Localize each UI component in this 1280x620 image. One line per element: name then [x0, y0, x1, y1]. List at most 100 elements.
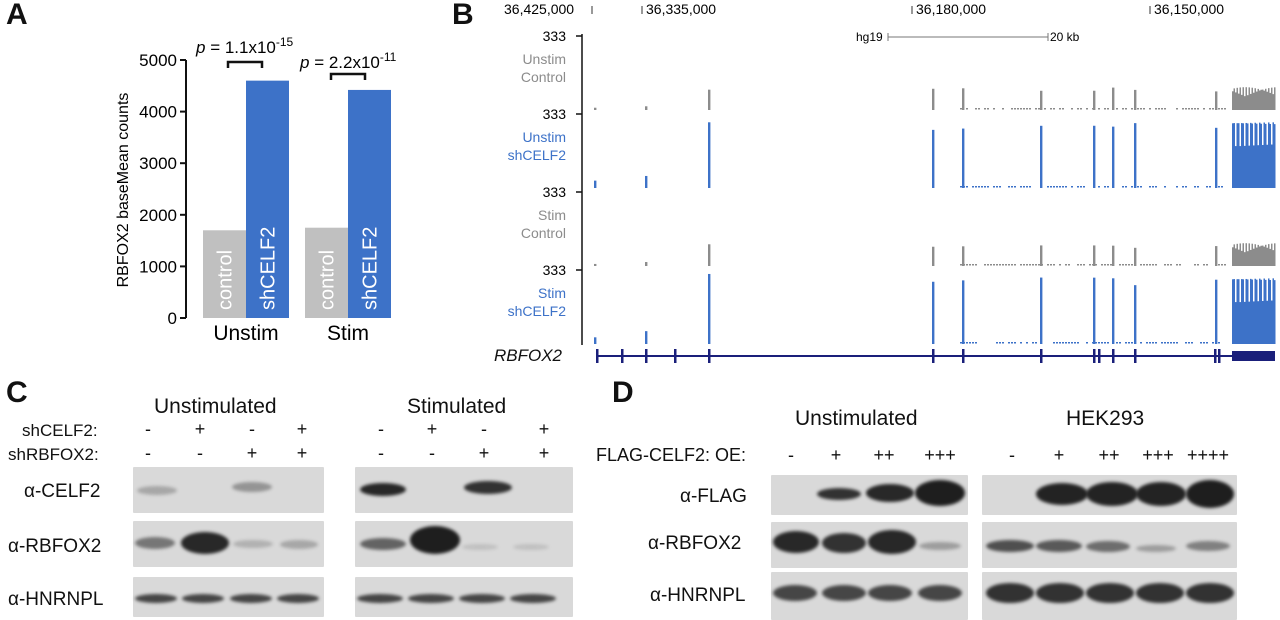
y-tick-label: 1000	[139, 257, 177, 276]
exon	[1040, 349, 1043, 363]
row-label-flag-celf2: FLAG-CELF2: OE:	[596, 445, 746, 466]
track-name-line2: shCELF2	[508, 303, 567, 319]
panel-c-letter: C	[6, 376, 28, 410]
coverage-peak	[594, 337, 596, 344]
track-name-line1: Unstim	[522, 51, 566, 67]
blot-label-celf2: α-CELF2	[24, 481, 100, 503]
blot-band	[233, 540, 273, 548]
lane-symbol: ++++	[1187, 445, 1227, 466]
exon	[1134, 349, 1137, 363]
coverage-peak	[1215, 91, 1217, 110]
coverage-peak	[1040, 126, 1042, 188]
blot-band	[135, 537, 175, 549]
coverage-peak	[962, 129, 964, 188]
blot-band	[510, 594, 556, 603]
lane-symbol: +	[816, 445, 856, 466]
lane-symbol: ++	[864, 445, 904, 466]
coverage-peak	[1093, 126, 1095, 188]
panel-b-letter: B	[452, 0, 474, 32]
blot-band	[232, 482, 272, 492]
blot-band	[1086, 482, 1138, 506]
exon	[1093, 349, 1096, 363]
coverage-peak	[932, 89, 934, 110]
pvalue-label-stim: p = 2.2x10-11	[299, 50, 397, 72]
coverage-peak	[645, 106, 647, 110]
coverage-peak	[962, 280, 964, 344]
scale-build: hg19	[856, 30, 883, 44]
coverage-peak	[594, 181, 596, 188]
exon	[1214, 349, 1217, 363]
coverage-peak	[594, 264, 596, 266]
blot-band	[513, 544, 549, 550]
bar-label: shCELF2	[360, 227, 382, 310]
lane-symbol: -	[472, 419, 496, 440]
blot-band	[1036, 583, 1084, 603]
coverage-peak	[1093, 278, 1095, 344]
coverage-peak	[1040, 91, 1042, 110]
blot-band	[773, 531, 819, 553]
coverage-peak	[1134, 90, 1136, 110]
group-unstimulated: Unstimulated	[154, 395, 277, 419]
y-axis-label: RBFOX2 baseMean counts	[115, 93, 132, 288]
coverage-peak	[932, 130, 934, 188]
blot-band	[868, 585, 912, 601]
y-tick-label: 4000	[139, 103, 177, 122]
track-max-label: 333	[543, 262, 567, 278]
coverage-peak	[1215, 246, 1217, 266]
coverage-peak	[1093, 245, 1095, 266]
coverage-peak	[708, 274, 710, 344]
coverage-peak	[932, 282, 934, 344]
blot-band	[915, 480, 965, 506]
y-tick-label: 5000	[139, 51, 177, 70]
panel-a-chart: 0 1000 2000 3000 4000 5000 control shCELF2 Unst…	[0, 0, 430, 360]
lane-symbol: +	[532, 419, 556, 440]
lane-symbol: +	[240, 443, 264, 464]
blot-band	[868, 530, 916, 554]
scale-length: 20 kb	[1050, 30, 1080, 44]
coverage-peak	[708, 244, 710, 266]
track-max-label: 333	[543, 184, 567, 200]
coverage-peak	[1040, 245, 1042, 266]
y-tick-label: 2000	[139, 206, 177, 225]
blot-band	[360, 483, 406, 496]
coverage-peak	[645, 331, 647, 344]
group-stimulated: Stimulated	[407, 395, 506, 419]
blot-band	[866, 484, 914, 502]
blot-band	[1136, 545, 1176, 552]
row-label-shcelf2: shCELF2:	[22, 421, 98, 441]
exon	[708, 349, 711, 363]
lane-symbol: ++	[1089, 445, 1129, 466]
blot-band	[410, 526, 460, 554]
coord-4: 36,150,000	[1154, 1, 1224, 17]
blot-band	[986, 540, 1034, 552]
coverage-peak	[1112, 127, 1114, 188]
exon	[932, 349, 935, 363]
lane-symbol: +	[472, 443, 496, 464]
coverage-peak	[1112, 278, 1114, 344]
lane-symbol: -	[420, 443, 444, 464]
blot-band	[986, 583, 1034, 603]
blot-band	[464, 481, 512, 494]
y-tick-label: 0	[168, 309, 177, 328]
track-name-line2: shCELF2	[508, 147, 567, 163]
blot-band	[817, 488, 861, 500]
blot-band	[1186, 583, 1234, 603]
track-max-label: 333	[543, 28, 567, 44]
lane-symbol: -	[136, 443, 160, 464]
blot-band	[357, 594, 403, 603]
lane-symbol: +	[532, 443, 556, 464]
exon	[674, 349, 677, 363]
lane-symbol: -	[188, 443, 212, 464]
lane-symbol: +	[420, 419, 444, 440]
blot-band	[408, 594, 454, 603]
lane-symbol: -	[240, 419, 264, 440]
blot-label-hnrnpl-d: α-HNRNPL	[650, 585, 745, 607]
exon	[962, 349, 965, 363]
blot-band	[919, 542, 961, 550]
blot-label-hnrnpl: α-HNRNPL	[8, 589, 103, 611]
blot-band	[462, 544, 498, 550]
blot-band	[137, 486, 177, 495]
lane-symbol: +++	[920, 445, 960, 466]
exon	[1218, 349, 1221, 363]
coverage-peak	[1134, 285, 1136, 344]
